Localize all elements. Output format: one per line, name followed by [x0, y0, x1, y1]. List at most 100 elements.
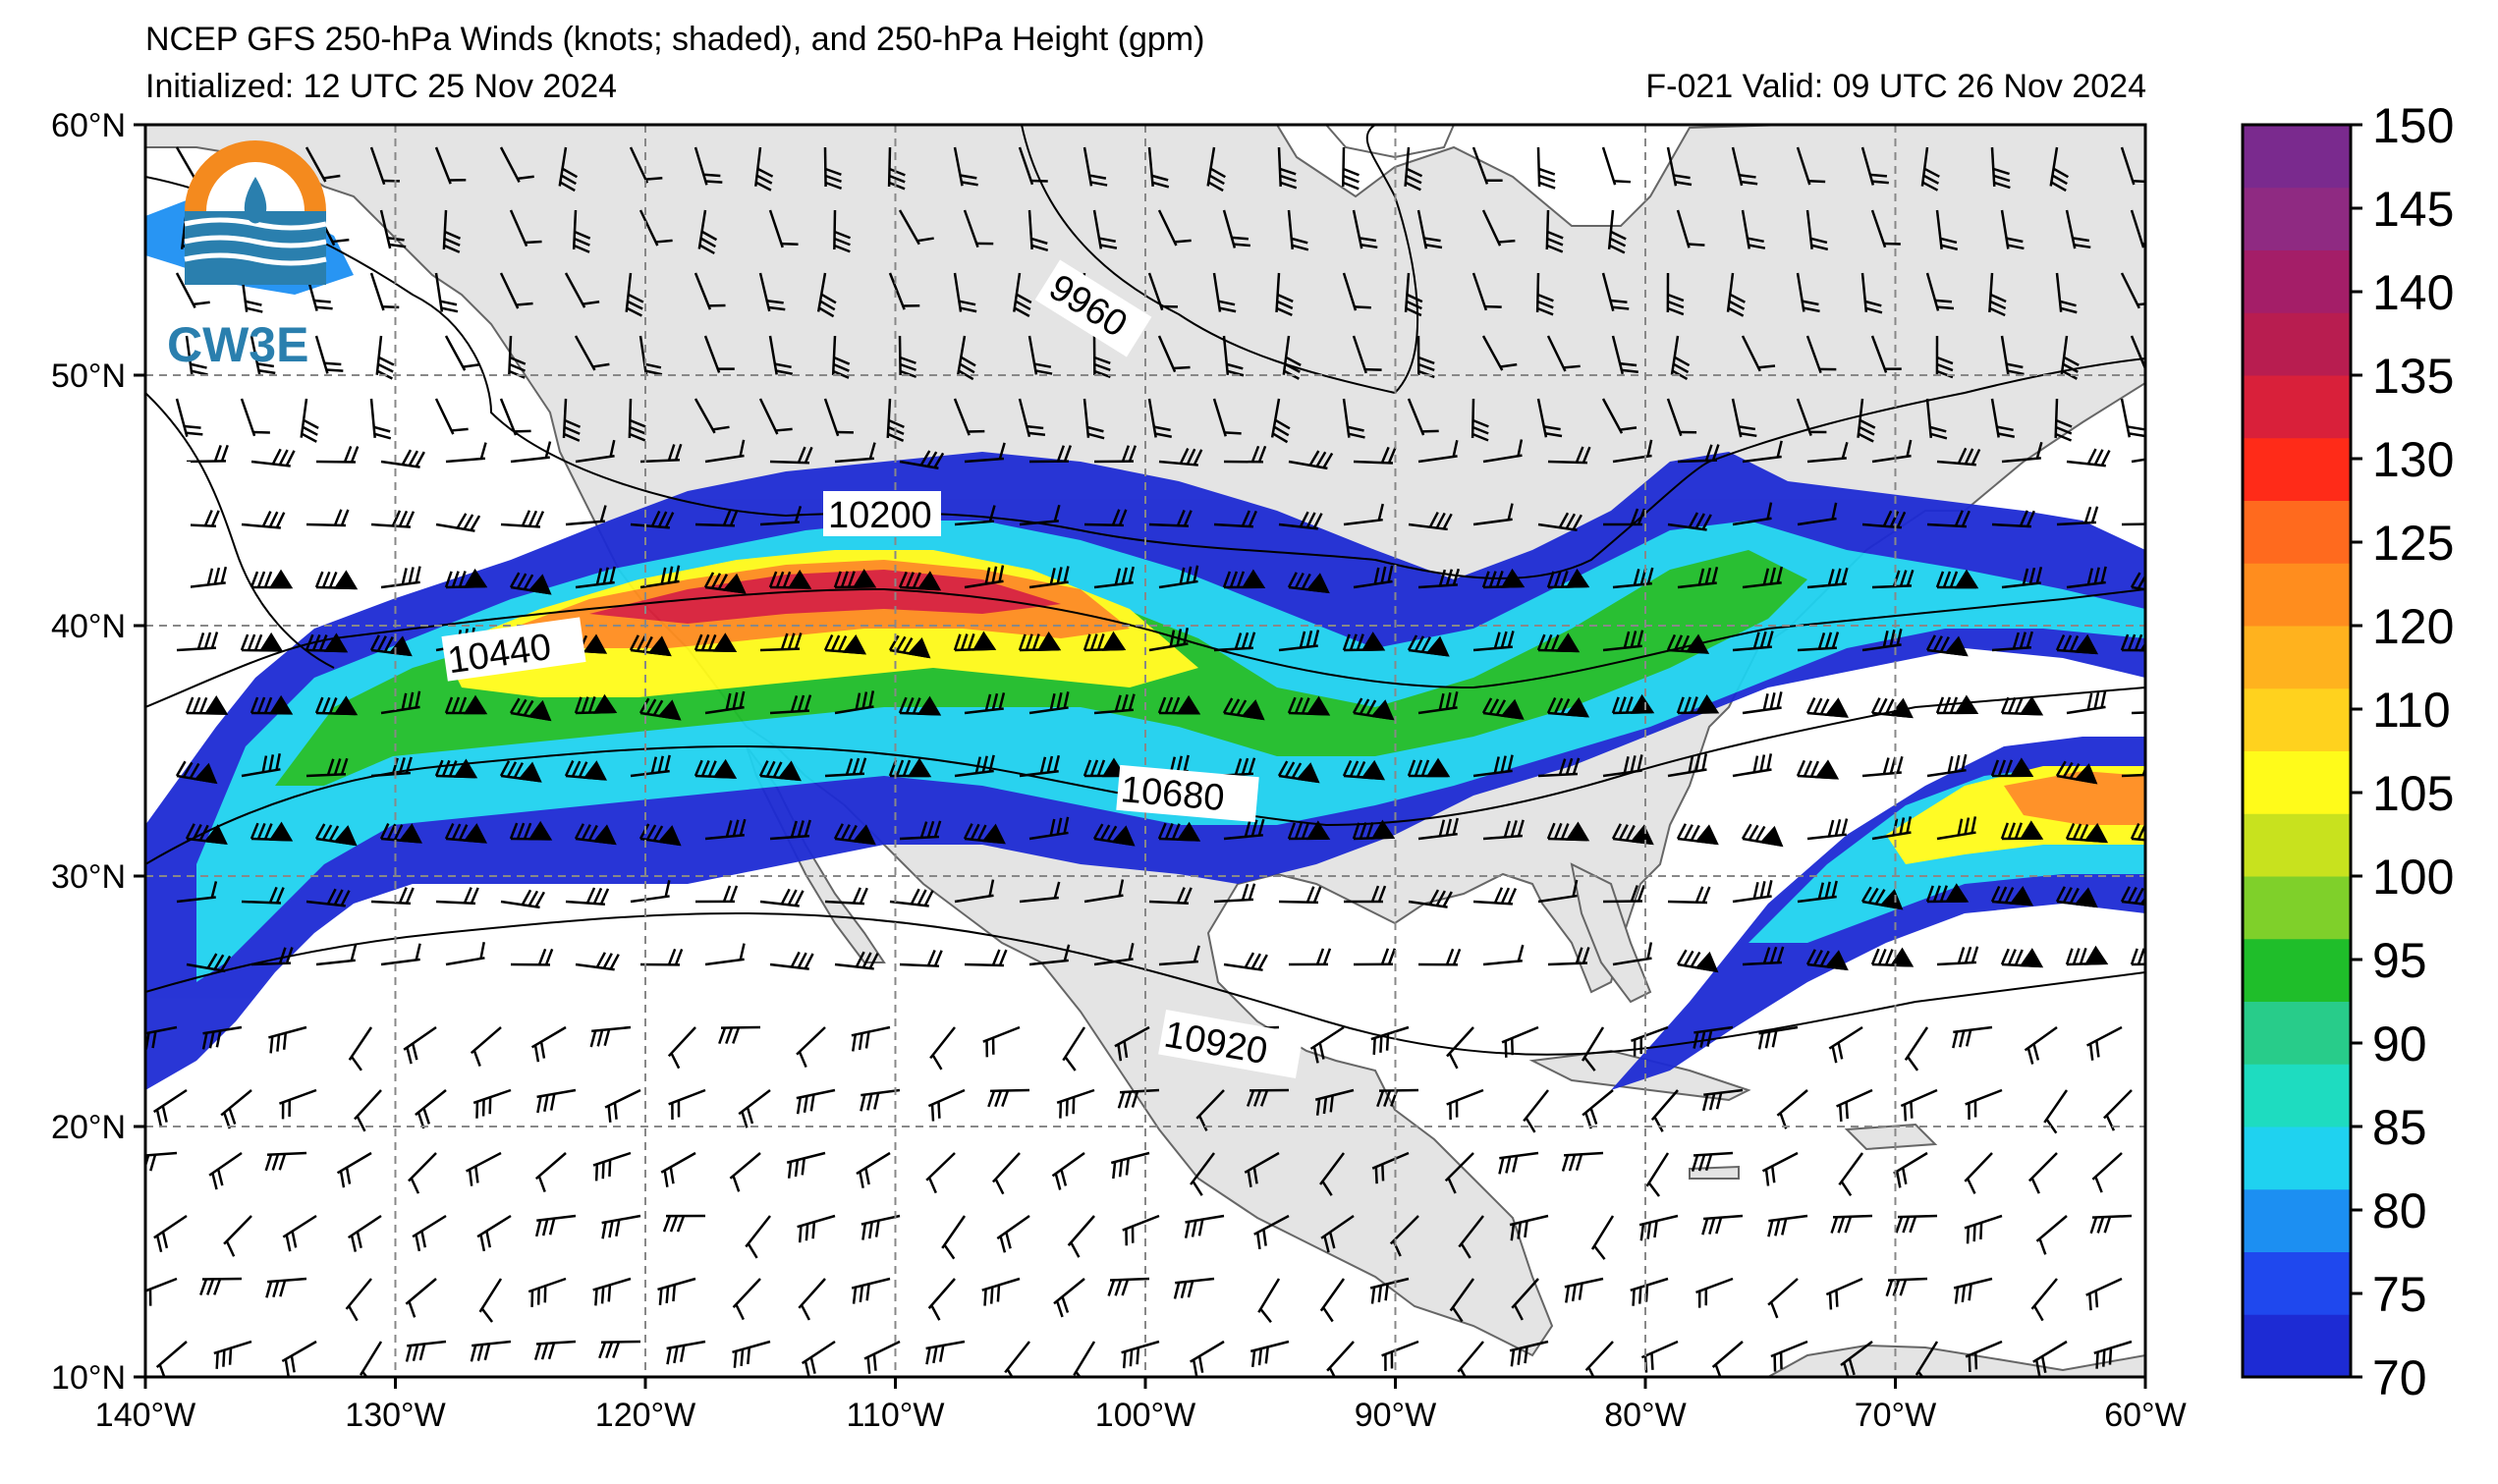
wind-barb — [175, 760, 218, 785]
wind-barb — [213, 1340, 252, 1369]
wind-barb — [629, 634, 672, 657]
wind-barb — [250, 947, 294, 966]
wind-barb — [592, 1151, 632, 1182]
wind-barb — [1666, 398, 1697, 437]
wind-barb — [941, 1215, 967, 1260]
wind-barb — [745, 1215, 771, 1259]
wind-barb — [1083, 879, 1125, 904]
wind-barb — [1121, 1340, 1160, 1369]
wind-barb — [816, 272, 837, 318]
wind-barb — [500, 510, 545, 528]
wind-barb — [704, 439, 746, 464]
wind-barb — [1990, 885, 2034, 907]
wind-barb — [964, 565, 1005, 589]
wind-barb — [444, 823, 488, 844]
wind-barb — [509, 572, 552, 595]
wind-barb — [1732, 753, 1773, 778]
wind-barb — [759, 632, 803, 652]
wind-barb — [1408, 889, 1453, 908]
wind-barb — [1991, 631, 2033, 652]
wind-barb — [1870, 209, 1901, 248]
colorbar-segment — [2243, 312, 2351, 376]
wind-barb — [250, 335, 276, 375]
wind-barb — [1471, 146, 1503, 185]
wind-barb — [1676, 694, 1720, 715]
wind-barb — [888, 272, 920, 310]
wind-barb — [201, 1025, 243, 1050]
wind-barb — [694, 398, 730, 434]
wind-barb — [1352, 819, 1396, 841]
wind-barb — [1093, 445, 1138, 464]
wind-barb — [925, 1340, 966, 1365]
wind-barb — [1676, 949, 1719, 973]
wind-barb — [899, 820, 942, 841]
wind-barb — [1287, 695, 1331, 716]
wind-barb — [704, 690, 746, 715]
wind-barb — [1157, 821, 1201, 842]
wind-barb — [1148, 887, 1193, 906]
wind-barb — [1796, 398, 1827, 437]
wind-barb — [1860, 272, 1883, 314]
wind-barb — [797, 1214, 836, 1243]
wind-barb — [697, 209, 718, 255]
wind-barb — [1270, 398, 1291, 444]
lat-label: 50°N — [51, 357, 126, 395]
wind-barb — [1278, 630, 1320, 652]
contour-label-10200: 10200 — [828, 495, 932, 536]
florida-peninsula — [1570, 862, 1652, 1004]
wind-barb — [1611, 693, 1655, 715]
wind-barb — [831, 335, 851, 379]
wind-barb — [963, 209, 994, 248]
wind-barb — [834, 951, 879, 970]
wind-barb — [898, 695, 942, 716]
wind-barb — [1019, 881, 1061, 904]
wind-barb — [1019, 754, 1061, 778]
wind-barb — [282, 1214, 317, 1252]
wind-barb — [1309, 1025, 1345, 1064]
colorbar-tick-label: 125 — [2372, 516, 2454, 571]
wind-barb — [1935, 335, 1954, 379]
wind-barb — [1287, 820, 1331, 841]
wind-barb — [1536, 146, 1556, 190]
wind-barb — [1601, 398, 1638, 434]
wind-barb — [1253, 1214, 1290, 1250]
wind-barb — [1092, 209, 1118, 249]
wind-barb — [1206, 146, 1226, 192]
wind-barb — [370, 510, 416, 528]
wind-barb — [953, 398, 985, 436]
wind-barb — [1320, 1214, 1355, 1253]
wind-barb — [1797, 502, 1838, 526]
wind-barb — [1083, 509, 1128, 527]
wind-barb — [1667, 886, 1711, 905]
wind-barb — [1370, 1025, 1410, 1055]
wind-barb — [1028, 816, 1070, 841]
wind-barb — [1371, 1151, 1410, 1184]
wind-barb — [499, 146, 534, 183]
wind-barb — [1830, 1214, 1873, 1234]
wind-barb — [2085, 1025, 2123, 1061]
wind-barb — [1935, 569, 1979, 589]
wind-barb — [694, 885, 739, 904]
wind-barb — [444, 694, 488, 715]
wind-barb — [769, 951, 814, 970]
wind-barb — [694, 272, 726, 310]
wind-barb — [1545, 209, 1564, 253]
wind-barb — [786, 1151, 826, 1179]
wind-barb — [250, 569, 294, 589]
wind-barb — [1342, 272, 1371, 311]
colorbar — [2243, 125, 2351, 1378]
wind-barb — [863, 1340, 901, 1374]
wind-barb — [1731, 146, 1758, 187]
colorbar-segment — [2243, 563, 2351, 627]
wind-barb — [1805, 335, 1837, 374]
wind-barb — [662, 1214, 706, 1233]
wind-barb — [703, 335, 735, 373]
lon-label: 100°W — [1095, 1397, 1195, 1434]
wind-barb — [1885, 1277, 1928, 1297]
wind-barb — [1342, 146, 1360, 191]
contour-10920 — [145, 911, 2145, 1056]
wind-barb — [589, 1025, 632, 1048]
valid-time: F-021 Valid: 09 UTC 26 Nov 2024 — [1645, 68, 2146, 105]
wind-barb — [1319, 1278, 1346, 1323]
